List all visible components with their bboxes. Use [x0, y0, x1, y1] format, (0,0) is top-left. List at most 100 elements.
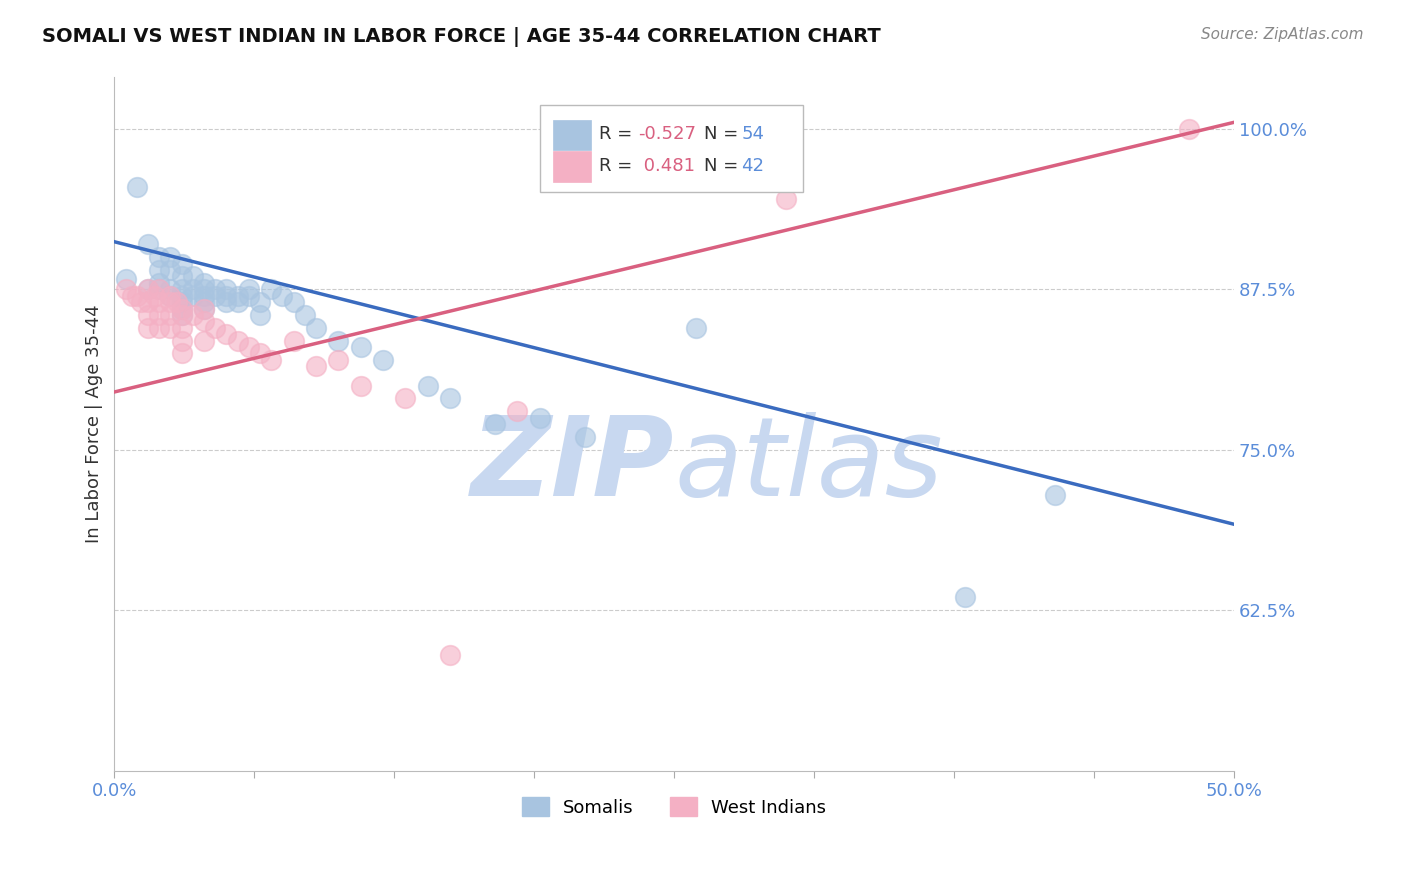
Point [249, 346, 271, 360]
Point [215, 288, 238, 302]
Point [506, 404, 529, 418]
Point [170, 308, 193, 322]
Point [181, 288, 204, 302]
Point [193, 276, 215, 290]
Point [249, 295, 271, 310]
Point [170, 257, 193, 271]
Point [170, 301, 193, 316]
Point [125, 288, 148, 302]
Text: -0.527: -0.527 [638, 125, 696, 143]
Point [685, 320, 707, 334]
Point [159, 295, 181, 310]
Point [170, 334, 193, 348]
Point [260, 352, 283, 367]
Point [170, 308, 193, 322]
Point [371, 352, 394, 367]
Point [148, 250, 170, 264]
Point [159, 288, 181, 302]
Point [136, 282, 159, 296]
Point [328, 352, 350, 367]
Point [439, 392, 461, 406]
Point [328, 334, 350, 348]
Point [170, 301, 193, 316]
Point [294, 308, 316, 322]
Point [166, 295, 188, 310]
Point [226, 295, 249, 310]
Point [775, 193, 797, 207]
Point [148, 295, 170, 310]
Point [215, 282, 238, 296]
Point [148, 282, 170, 296]
Text: ZIP: ZIP [471, 412, 673, 519]
Point [416, 378, 439, 392]
Text: atlas: atlas [673, 412, 942, 519]
Point [159, 308, 181, 322]
Point [193, 282, 215, 296]
Point [193, 314, 215, 328]
Text: 54: 54 [741, 125, 765, 143]
Point [170, 288, 193, 302]
Point [394, 392, 416, 406]
Point [114, 282, 136, 296]
Point [484, 417, 506, 431]
Point [193, 288, 215, 302]
Text: R =: R = [599, 157, 638, 175]
Point [350, 340, 373, 354]
Point [271, 288, 294, 302]
Point [305, 320, 328, 334]
Point [193, 301, 215, 316]
Point [1178, 121, 1201, 136]
Point [226, 288, 249, 302]
Point [148, 276, 170, 290]
Point [114, 272, 136, 286]
Point [305, 359, 328, 374]
Point [260, 282, 283, 296]
Text: Source: ZipAtlas.com: Source: ZipAtlas.com [1201, 27, 1364, 42]
Point [159, 320, 181, 334]
Text: 42: 42 [741, 157, 765, 175]
Point [193, 301, 215, 316]
Point [121, 288, 143, 302]
Point [159, 263, 181, 277]
Point [170, 295, 193, 310]
Text: R =: R = [599, 125, 638, 143]
Point [136, 320, 159, 334]
Point [529, 410, 551, 425]
Text: N =: N = [704, 125, 744, 143]
FancyBboxPatch shape [540, 105, 803, 192]
Text: SOMALI VS WEST INDIAN IN LABOR FORCE | AGE 35-44 CORRELATION CHART: SOMALI VS WEST INDIAN IN LABOR FORCE | A… [42, 27, 882, 46]
Point [159, 250, 181, 264]
Point [181, 282, 204, 296]
Legend: Somalis, West Indians: Somalis, West Indians [515, 790, 834, 824]
Point [215, 295, 238, 310]
Point [181, 308, 204, 322]
Point [204, 320, 226, 334]
Point [170, 282, 193, 296]
Point [204, 282, 226, 296]
Point [170, 320, 193, 334]
Point [350, 378, 373, 392]
Point [1043, 488, 1066, 502]
FancyBboxPatch shape [553, 120, 592, 150]
Point [148, 282, 170, 296]
Point [953, 591, 976, 605]
Point [170, 269, 193, 284]
Point [148, 308, 170, 322]
Point [283, 334, 305, 348]
Point [238, 340, 260, 354]
Point [574, 430, 596, 444]
Point [159, 282, 181, 296]
Point [193, 295, 215, 310]
Point [136, 282, 159, 296]
Point [215, 327, 238, 342]
Point [238, 282, 260, 296]
Point [193, 334, 215, 348]
Point [249, 308, 271, 322]
Point [439, 648, 461, 662]
Point [148, 320, 170, 334]
Text: N =: N = [704, 157, 744, 175]
Point [143, 288, 166, 302]
Point [136, 308, 159, 322]
Point [204, 288, 226, 302]
Point [226, 334, 249, 348]
